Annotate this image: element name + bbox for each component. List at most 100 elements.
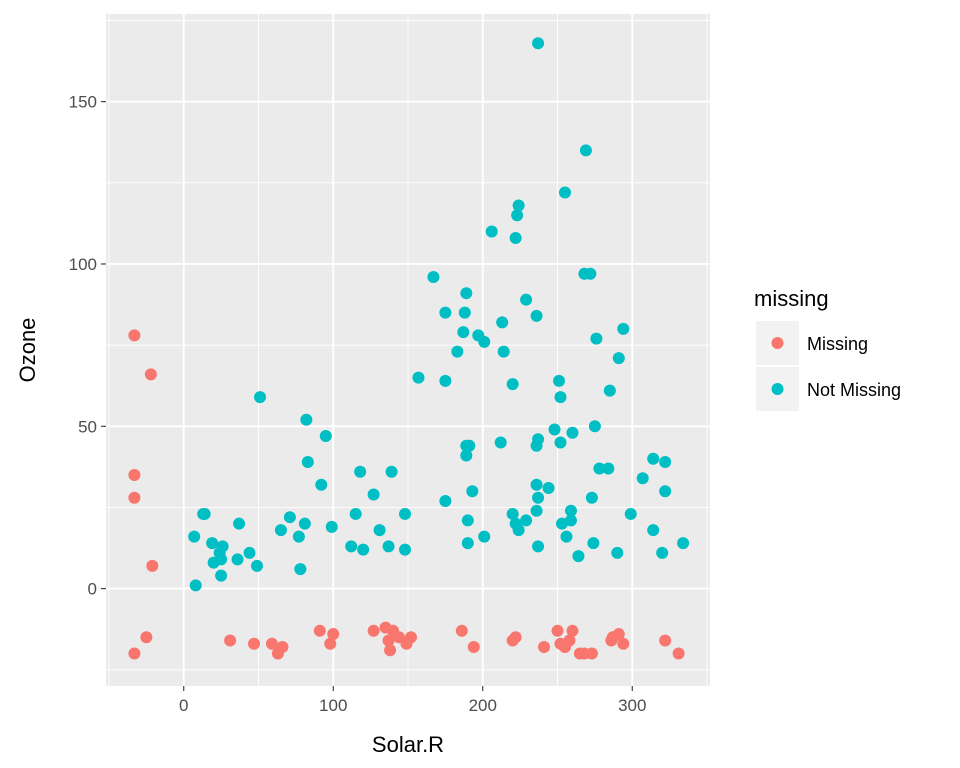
y-tick-labels: 0 50 100 150 — [69, 93, 97, 599]
point-not-missing — [496, 316, 509, 329]
point-not-missing — [385, 465, 398, 478]
point-not-missing — [461, 537, 474, 550]
point-missing — [382, 634, 395, 647]
point-missing — [128, 329, 141, 342]
point-missing — [144, 368, 157, 381]
point-missing — [327, 628, 340, 641]
point-not-missing — [506, 507, 519, 520]
point-not-missing — [566, 426, 579, 439]
point-not-missing — [509, 232, 522, 244]
point-not-missing — [367, 488, 380, 501]
point-not-missing — [542, 481, 555, 494]
y-tick-label: 100 — [69, 255, 97, 274]
point-missing — [128, 468, 141, 481]
point-not-missing — [300, 413, 313, 426]
point-not-missing — [274, 524, 287, 537]
y-tick-label: 0 — [88, 580, 97, 599]
point-not-missing — [399, 543, 412, 556]
point-missing — [224, 634, 237, 647]
point-missing — [140, 631, 153, 644]
point-not-missing — [382, 540, 395, 553]
x-tick-labels: 0 100 200 300 — [179, 696, 646, 715]
point-not-missing — [497, 345, 510, 358]
point-not-missing — [593, 462, 606, 475]
point-not-missing — [399, 507, 412, 520]
point-not-missing — [532, 491, 545, 504]
legend: missing Missing Not Missing — [754, 286, 901, 411]
point-not-missing — [530, 504, 543, 517]
point-not-missing — [354, 465, 367, 478]
point-not-missing — [460, 449, 473, 462]
point-not-missing — [188, 530, 201, 543]
point-not-missing — [647, 452, 660, 465]
legend-label-not-missing: Not Missing — [807, 380, 901, 400]
point-not-missing — [611, 546, 624, 559]
point-not-missing — [579, 144, 592, 157]
point-not-missing — [602, 462, 615, 475]
point-not-missing — [357, 543, 370, 556]
point-not-missing — [439, 306, 452, 319]
point-not-missing — [301, 456, 314, 468]
x-tick-label: 300 — [618, 696, 646, 715]
point-not-missing — [373, 524, 386, 537]
point-missing — [128, 491, 141, 504]
point-not-missing — [590, 332, 603, 345]
point-not-missing — [512, 199, 525, 212]
point-not-missing — [554, 391, 567, 404]
point-missing — [617, 637, 630, 650]
point-missing — [313, 624, 326, 637]
point-not-missing — [460, 439, 473, 452]
point-not-missing — [530, 439, 543, 452]
point-not-missing — [656, 546, 669, 559]
point-not-missing — [207, 556, 220, 569]
y-axis-title: Ozone — [15, 318, 40, 383]
point-not-missing — [624, 507, 637, 520]
point-not-missing — [298, 517, 311, 530]
point-missing — [659, 634, 672, 647]
point-not-missing — [315, 478, 328, 491]
point-not-missing — [520, 514, 533, 527]
point-missing — [248, 637, 261, 650]
point-not-missing — [617, 322, 630, 335]
point-missing — [367, 624, 380, 637]
series-missing — [128, 329, 685, 660]
point-missing — [146, 559, 159, 572]
point-not-missing — [532, 37, 545, 50]
point-not-missing — [243, 546, 256, 559]
point-missing — [509, 631, 522, 644]
point-not-missing — [349, 507, 362, 520]
x-tick-label: 100 — [319, 696, 347, 715]
point-not-missing — [478, 530, 491, 543]
point-not-missing — [647, 524, 660, 537]
point-not-missing — [231, 553, 244, 566]
point-not-missing — [485, 225, 498, 238]
point-missing — [324, 637, 337, 650]
point-not-missing — [530, 309, 543, 322]
point-not-missing — [659, 456, 672, 468]
point-missing — [265, 637, 278, 650]
point-missing — [384, 644, 397, 657]
point-not-missing — [460, 287, 473, 300]
point-not-missing — [251, 559, 263, 572]
point-not-missing — [603, 384, 616, 397]
point-not-missing — [461, 514, 474, 527]
point-not-missing — [439, 374, 452, 387]
x-tick-label: 0 — [179, 696, 188, 715]
point-missing — [672, 647, 685, 660]
point-not-missing — [532, 540, 545, 553]
point-missing — [563, 634, 576, 647]
point-not-missing — [319, 430, 332, 443]
legend-label-missing: Missing — [807, 334, 868, 354]
x-axis-title: Solar.R — [372, 732, 444, 757]
point-not-missing — [511, 209, 524, 222]
point-not-missing — [189, 579, 202, 592]
series-not-missing — [188, 37, 690, 592]
y-tick-label: 50 — [78, 417, 97, 436]
point-not-missing — [548, 423, 561, 436]
point-missing — [455, 624, 468, 637]
point-not-missing — [564, 504, 577, 517]
point-not-missing — [206, 537, 219, 550]
point-not-missing — [555, 517, 568, 530]
point-missing — [612, 628, 625, 641]
